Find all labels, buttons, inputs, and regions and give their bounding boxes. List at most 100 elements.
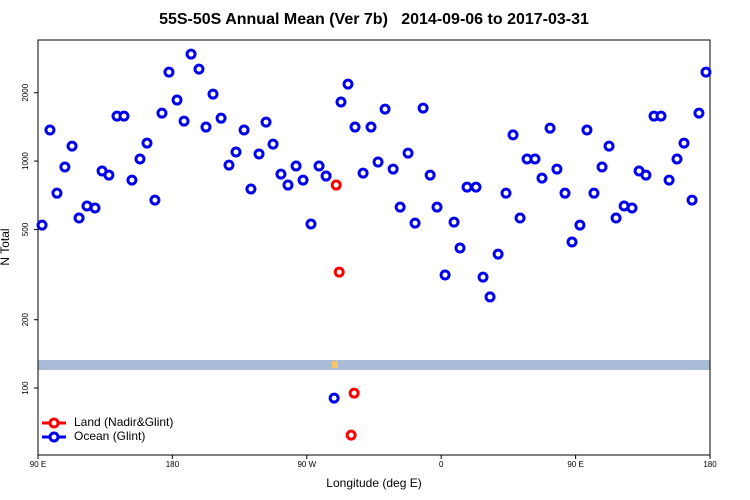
point — [365, 121, 377, 133]
point — [387, 163, 399, 175]
point — [663, 174, 675, 186]
point — [305, 218, 317, 230]
point — [297, 174, 309, 186]
point — [379, 103, 391, 115]
y-axis-label: N Total — [0, 228, 12, 265]
point — [59, 161, 71, 173]
point — [290, 160, 302, 172]
y-tick-label: 1000 — [21, 152, 30, 170]
point — [73, 212, 85, 224]
point — [163, 66, 175, 78]
x-tick-label: 180 — [703, 460, 717, 469]
point — [402, 147, 414, 159]
point — [313, 160, 325, 172]
point — [149, 194, 161, 206]
point — [103, 169, 115, 181]
point — [626, 202, 638, 214]
point — [178, 115, 190, 127]
point — [126, 174, 138, 186]
point — [89, 202, 101, 214]
point — [693, 107, 705, 119]
point — [333, 266, 345, 278]
point — [215, 112, 227, 124]
point — [470, 181, 482, 193]
point — [461, 181, 473, 193]
point — [372, 156, 384, 168]
point — [671, 153, 683, 165]
y-tick-label: 200 — [21, 312, 30, 326]
point — [394, 201, 406, 213]
point — [500, 187, 512, 199]
point — [529, 153, 541, 165]
point — [477, 271, 489, 283]
x-tick-label: 90 E — [30, 460, 46, 469]
point — [655, 110, 667, 122]
point — [348, 387, 360, 399]
band-marker — [332, 361, 338, 368]
point — [514, 212, 526, 224]
point — [207, 88, 219, 100]
x-tick-label: 0 — [439, 460, 444, 469]
point — [193, 63, 205, 75]
point — [409, 217, 421, 229]
point — [349, 121, 361, 133]
point — [171, 94, 183, 106]
point — [536, 172, 548, 184]
point — [238, 124, 250, 136]
point — [245, 183, 257, 195]
point — [230, 146, 242, 158]
point — [185, 48, 197, 60]
point — [507, 129, 519, 141]
legend-label: Ocean (Glint) — [74, 429, 145, 443]
point — [156, 107, 168, 119]
point — [200, 121, 212, 133]
separator-band — [38, 360, 710, 370]
point — [141, 137, 153, 149]
point — [581, 124, 593, 136]
point — [484, 291, 496, 303]
point — [588, 187, 600, 199]
point — [686, 194, 698, 206]
point — [134, 153, 146, 165]
point — [253, 148, 265, 160]
point — [544, 122, 556, 134]
legend-label: Land (Nadir&Glint) — [74, 415, 173, 429]
point — [260, 116, 272, 128]
x-tick-label: 180 — [166, 460, 180, 469]
point — [223, 159, 235, 171]
point — [267, 138, 279, 150]
point — [610, 212, 622, 224]
point — [36, 219, 48, 231]
point — [551, 163, 563, 175]
point — [51, 187, 63, 199]
point — [603, 140, 615, 152]
point — [66, 140, 78, 152]
x-tick-label: 90 W — [297, 460, 316, 469]
point — [282, 179, 294, 191]
point — [342, 78, 354, 90]
point — [330, 179, 342, 191]
legend-marker — [48, 417, 60, 429]
point — [439, 269, 451, 281]
point — [118, 110, 130, 122]
y-tick-label: 100 — [21, 381, 30, 395]
plot-frame — [37, 39, 711, 456]
y-tick-label: 2000 — [21, 83, 30, 101]
point — [454, 242, 466, 254]
point — [320, 170, 332, 182]
point — [345, 429, 357, 441]
point — [417, 102, 429, 114]
point — [574, 219, 586, 231]
point — [492, 248, 504, 260]
point — [678, 137, 690, 149]
point — [566, 236, 578, 248]
chart-title: 55S-50S Annual Mean (Ver 7b) 2014-09-06 … — [159, 11, 589, 28]
point — [640, 169, 652, 181]
legend-marker — [48, 431, 60, 443]
point — [448, 216, 460, 228]
point — [431, 201, 443, 213]
point — [357, 167, 369, 179]
point — [424, 169, 436, 181]
point — [328, 392, 340, 404]
